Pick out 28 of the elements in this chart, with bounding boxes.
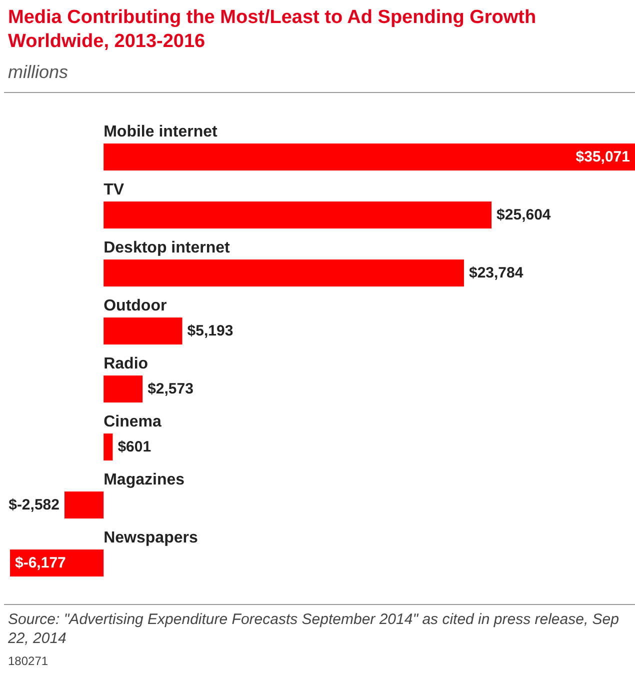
data-label: $-2,582	[8, 496, 60, 514]
chart-subtitle: millions	[8, 62, 68, 83]
data-label: $25,604	[496, 206, 552, 224]
bar	[104, 434, 113, 460]
source-note: Source: "Advertising Expenditure Forecasts September 2014" as cited in press release, Sep 22, 2014	[8, 610, 620, 648]
data-label: $35,071	[576, 148, 630, 166]
y-tick-label: Newspapers	[104, 530, 198, 546]
data-label: $-6,177	[15, 554, 66, 572]
bar	[104, 376, 143, 402]
y-tick-label: TV	[104, 182, 124, 198]
y-tick-label: Cinema	[104, 414, 162, 430]
bar	[10, 550, 104, 576]
text: 180271	[8, 654, 48, 668]
bar	[64, 492, 104, 518]
chart-title: Media Contributing the Most/Least to Ad Spending Growth Worldwide, 2013-2016	[8, 6, 538, 54]
bar	[104, 144, 635, 170]
y-tick-label: Radio	[104, 356, 148, 372]
y-tick-label: Magazines	[104, 472, 185, 488]
bar	[104, 202, 492, 228]
data-label: $5,193	[187, 322, 234, 340]
data-label: $2,573	[148, 380, 194, 398]
data-label: $23,784	[468, 264, 524, 282]
y-tick-label: Mobile internet	[104, 124, 218, 140]
y-tick-label: Desktop internet	[104, 240, 231, 256]
bar	[104, 260, 464, 286]
data-label: $601	[118, 438, 152, 456]
bar	[104, 318, 182, 344]
y-tick-label: Outdoor	[104, 298, 167, 314]
